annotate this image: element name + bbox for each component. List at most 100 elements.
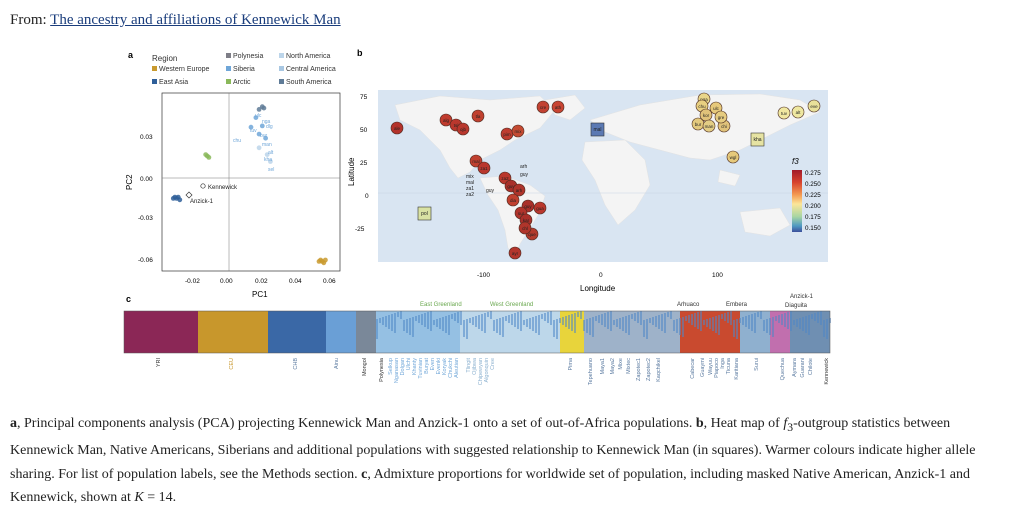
admixture-stripe: [505, 316, 507, 321]
admixture-stripe: [412, 317, 414, 337]
pca-population-label: tuv: [250, 128, 257, 134]
admixture-stripe: [637, 312, 639, 323]
admixture-stripe: [481, 314, 483, 331]
admixture-population-label: Mixe: [618, 358, 624, 370]
pca-point: [263, 135, 268, 141]
label-diaguita: Diaguita: [785, 303, 808, 309]
map-population-circle: [506, 193, 520, 207]
colorbar-tick-1: 0.250: [805, 181, 821, 188]
admixture-stripe: [718, 315, 720, 335]
map-circle-label: chu: [698, 104, 706, 109]
admixture-bar-block: [198, 311, 268, 353]
admixture-stripe: [796, 319, 798, 327]
pca-point: [316, 259, 322, 264]
map-ytick-0: 75: [360, 94, 368, 101]
pca-population-label: dlg: [266, 124, 273, 130]
admixture-stripe: [661, 314, 663, 331]
admixture-population-label: Chukchi: [448, 358, 454, 378]
map-circle-label: ulc: [713, 106, 720, 111]
admixture-stripe: [799, 318, 801, 329]
admixture-stripe: [733, 320, 735, 337]
legend-swatch: [226, 66, 231, 71]
pca-population-label: ulc: [255, 113, 262, 119]
article-link[interactable]: The ancestry and affiliations of Kennewi…: [50, 12, 341, 28]
map-point-label: guy: [486, 188, 495, 194]
admixture-stripe: [493, 320, 495, 331]
admixture-stripe: [583, 320, 585, 331]
admixture-stripe: [376, 319, 378, 339]
legend-swatch: [152, 79, 157, 84]
colorbar: f3 0.275 0.250 0.225 0.200 0.175 0.150: [792, 157, 821, 232]
admixture-population-label: Algonquin: [484, 358, 490, 382]
label-embera: Embera: [726, 302, 748, 308]
caption-a-letter: a: [10, 416, 17, 431]
admixture-bars: [123, 310, 831, 354]
caption-c-letter: c: [361, 466, 368, 482]
admixture-population-label: Evenki: [436, 358, 442, 375]
pca-point: [170, 196, 176, 201]
admixture-stripe: [574, 313, 576, 333]
admixture-stripe: [607, 312, 609, 329]
admixture-stripe: [514, 313, 516, 327]
map-circle-label: guy: [524, 204, 532, 209]
admixture-population-label: Aleutian: [454, 358, 460, 378]
admixture-stripe: [763, 320, 765, 331]
map-circle-label: nga: [700, 97, 708, 102]
map-circle-label: alt: [796, 110, 802, 115]
admixture-population-label: Surui: [754, 358, 760, 371]
admixture-stripe: [391, 314, 393, 331]
pca-population-label: sel: [268, 167, 274, 173]
admixture-population-label: Ainu: [334, 358, 340, 369]
label-arhuaco: Arhuaco: [677, 302, 700, 308]
admixture-population-labels: YRI CEU CHB Ainu Mongol Polynesia Selkup Nganas…: [156, 357, 830, 385]
admixture-population-label: Dolgan: [400, 358, 406, 375]
admixture-stripe: [463, 320, 465, 337]
admixture-stripe: [427, 312, 429, 329]
admixture-stripe: [568, 315, 570, 329]
admixture-stripe: [490, 311, 492, 319]
map-population-circle: [791, 105, 805, 119]
map-circle-label: alg: [443, 118, 450, 123]
admixture-stripe: [664, 313, 666, 333]
admixture-stripe: [484, 313, 486, 333]
legend-swatch: [279, 79, 284, 84]
admixture-stripe: [775, 316, 777, 321]
admixture-stripe: [778, 315, 780, 323]
admixture-stripe: [721, 314, 723, 319]
admixture-stripe: [628, 315, 630, 335]
caption-c-text1: , Admixture proportions for worldwide se…: [10, 466, 970, 506]
admixture-stripe: [502, 317, 504, 337]
panel-c: c East Greenland West Greenland Arhuaco …: [123, 294, 831, 385]
admixture-stripe: [736, 319, 738, 339]
admixture-stripe: [388, 315, 390, 329]
map-xlabel: Longitude: [580, 284, 616, 293]
pca-point: [206, 155, 212, 160]
map-population-circle: [551, 100, 565, 114]
pca-point: [177, 197, 183, 203]
map-circle-label: chl: [522, 226, 528, 231]
map-population-circle: [533, 201, 547, 215]
pca-point: [256, 131, 262, 137]
admixture-stripe: [640, 311, 642, 325]
admixture-stripe: [817, 312, 819, 323]
admixture-stripe: [655, 316, 657, 327]
caption-b-text1: , Heat map of: [703, 416, 784, 431]
map-point-label: za2: [466, 192, 474, 198]
label-east-greenland: East Greenland: [420, 302, 462, 308]
map-circle-label: gre: [718, 115, 725, 120]
admixture-population-label: Cree: [490, 358, 496, 370]
from-label: From:: [10, 12, 47, 28]
admixture-population-label: Koryak: [442, 358, 448, 375]
admixture-stripe: [802, 317, 804, 331]
caption-f3-sub: 3: [787, 420, 794, 434]
admixture-stripe: [496, 319, 498, 333]
admixture-stripe: [529, 318, 531, 329]
colorbar-tick-2: 0.225: [805, 192, 821, 199]
map-population-circle: [518, 221, 532, 235]
admixture-population-label: Buryat: [424, 358, 430, 374]
pca-population-label: bur: [260, 133, 268, 139]
admixture-population-label: Selkup: [388, 358, 394, 375]
admixture-bar-block: [268, 311, 326, 353]
pca-point: [261, 105, 267, 111]
map-ylabel: Latitude: [347, 157, 356, 186]
